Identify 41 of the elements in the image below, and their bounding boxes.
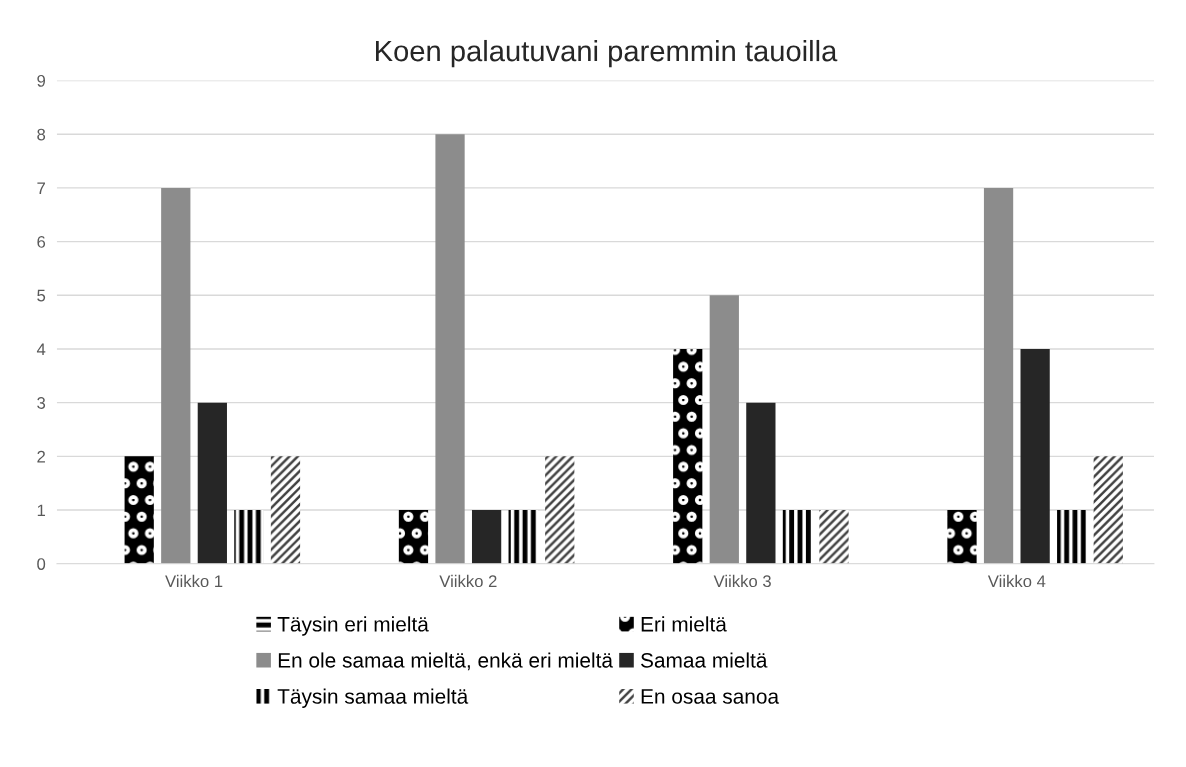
bar xyxy=(819,510,849,564)
bar xyxy=(1020,348,1050,564)
y-tick-label: 7 xyxy=(37,182,45,194)
bar xyxy=(234,510,264,564)
x-tick-label: Viikko 2 xyxy=(439,574,497,588)
bar xyxy=(270,456,301,564)
y-tick-label: 0 xyxy=(37,558,46,570)
x-tick-label: Viikko 4 xyxy=(987,574,1046,588)
bar xyxy=(398,510,429,564)
bar xyxy=(197,402,227,564)
legend-label: En osaa sanoa xyxy=(641,689,780,704)
bar xyxy=(508,510,538,564)
bar xyxy=(709,295,739,564)
y-tick-label: 1 xyxy=(37,504,45,517)
x-tick-label: Viikko 1 xyxy=(165,574,223,588)
bar xyxy=(161,187,191,564)
y-tick-label: 3 xyxy=(37,397,46,409)
bar xyxy=(1093,456,1123,564)
legend-label: Täysin eri mieltä xyxy=(277,616,429,636)
bar xyxy=(545,456,575,564)
bar xyxy=(1057,510,1087,564)
y-tick-label: 8 xyxy=(37,128,46,141)
bar xyxy=(947,510,977,564)
legend-label: Eri mieltä xyxy=(641,616,727,632)
x-tick-label: Viikko 3 xyxy=(713,574,771,588)
y-tick-label: 6 xyxy=(37,236,46,248)
legend-label: Täysin samaa mieltä xyxy=(277,688,469,708)
bar xyxy=(782,510,813,564)
legend-label: Samaa mieltä xyxy=(640,652,768,668)
bar xyxy=(124,456,154,564)
bar xyxy=(673,348,703,564)
y-tick-label: 2 xyxy=(37,450,45,463)
bar xyxy=(471,510,502,564)
bar xyxy=(435,134,465,564)
legend-label: En ole samaa mieltä, enkä eri mieltä xyxy=(278,652,613,671)
y-tick-label: 5 xyxy=(37,289,46,302)
bar xyxy=(983,187,1014,564)
y-tick-label: 9 xyxy=(37,74,46,87)
y-tick-label: 4 xyxy=(36,343,46,356)
bar xyxy=(746,402,776,564)
chart-title: Koen palautuvani paremmin tauoilla xyxy=(376,39,838,68)
